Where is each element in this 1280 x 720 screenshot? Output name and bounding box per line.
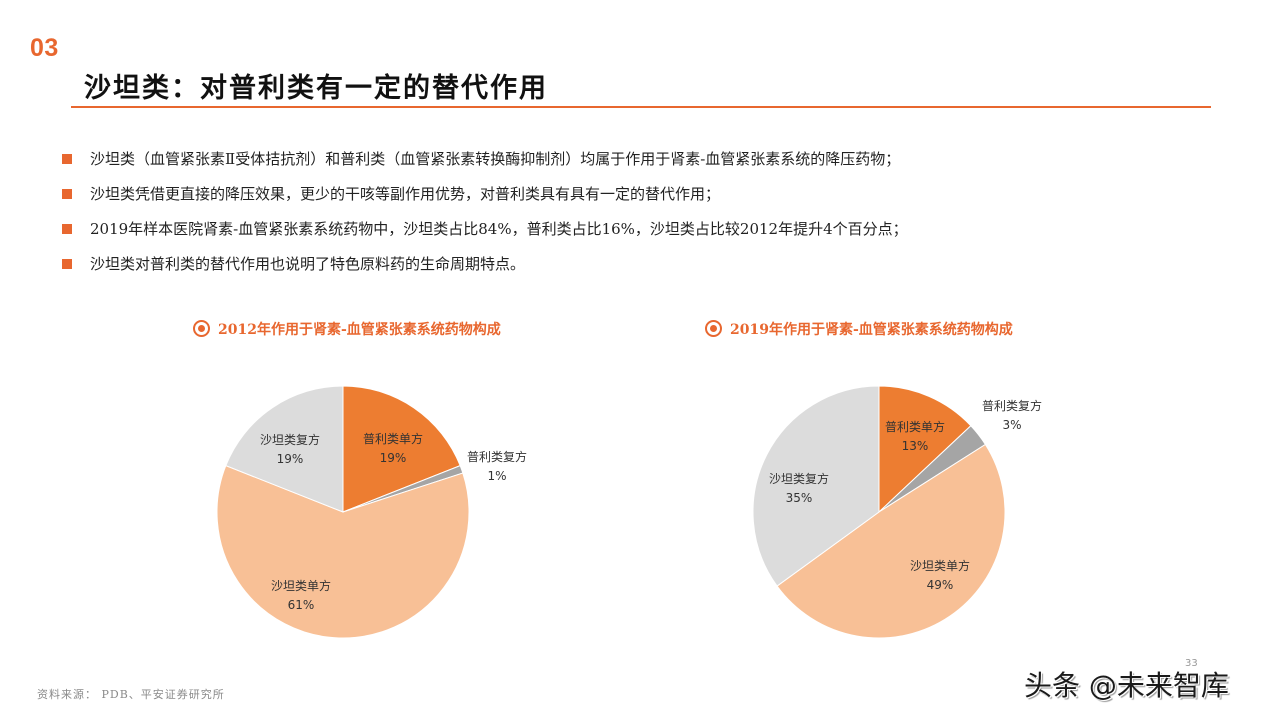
- chart-title-2019: 2019年作用于肾素-血管紧张素系统药物构成: [705, 318, 1013, 342]
- pie-slice: [342, 385, 461, 513]
- pie-label-shatan-single-2019: 沙坦类单方 49%: [909, 559, 971, 592]
- watermark: 头条 @未来智库: [1024, 669, 1229, 702]
- square-bullet-icon: [62, 224, 72, 234]
- bullet-item: 沙坦类对普利类的替代作用也说明了特色原料药的生命周期特点。: [62, 250, 908, 285]
- page-title: 沙坦类：对普利类有一定的替代作用: [84, 73, 548, 104]
- pie-label-shatan-single-2012: 沙坦类单方 61%: [270, 579, 332, 612]
- pie-label-puli-single-2012: 普利类单方 19%: [362, 432, 424, 465]
- square-bullet-icon: [62, 154, 72, 164]
- bullet-item: 沙坦类凭借更直接的降压效果，更少的干咳等副作用优势，对普利类具有具有一定的替代作…: [62, 180, 908, 215]
- chart-title-2012: 2012年作用于肾素-血管紧张素系统药物构成: [193, 318, 501, 342]
- title-underline: [71, 106, 1211, 108]
- pie-label-puli-compound-2012: 普利类复方 1%: [466, 450, 528, 483]
- section-number: 03: [30, 34, 59, 62]
- square-bullet-icon: [62, 189, 72, 199]
- pie-label-puli-single-2019: 普利类单方 13%: [884, 420, 946, 453]
- target-icon: [705, 320, 722, 337]
- pie-slice: [752, 385, 880, 587]
- pie-label-shatan-compound-2019: 沙坦类复方 35%: [768, 472, 830, 505]
- pie-label-shatan-compound-2012: 沙坦类复方 19%: [259, 433, 321, 466]
- pie-slice: [216, 464, 470, 639]
- bullet-list: 沙坦类（血管紧张素Ⅱ受体拮抗剂）和普利类（血管紧张素转换酶抑制剂）均属于作用于肾…: [62, 145, 908, 285]
- pie-label-puli-compound-2019: 普利类复方 3%: [981, 399, 1043, 432]
- bullet-item: 2019年样本医院肾素-血管紧张素系统药物中，沙坦类占比84%，普利类占比16%…: [62, 215, 908, 250]
- page-number: 33: [1185, 658, 1198, 669]
- pie-slice: [878, 385, 972, 514]
- pie-slice: [225, 385, 344, 513]
- bullet-item: 沙坦类（血管紧张素Ⅱ受体拮抗剂）和普利类（血管紧张素转换酶抑制剂）均属于作用于肾…: [62, 145, 908, 180]
- pie-slice: [776, 443, 1006, 639]
- source-note: 资料来源： PDB、平安证券研究所: [37, 688, 225, 701]
- square-bullet-icon: [62, 259, 72, 269]
- target-icon: [193, 320, 210, 337]
